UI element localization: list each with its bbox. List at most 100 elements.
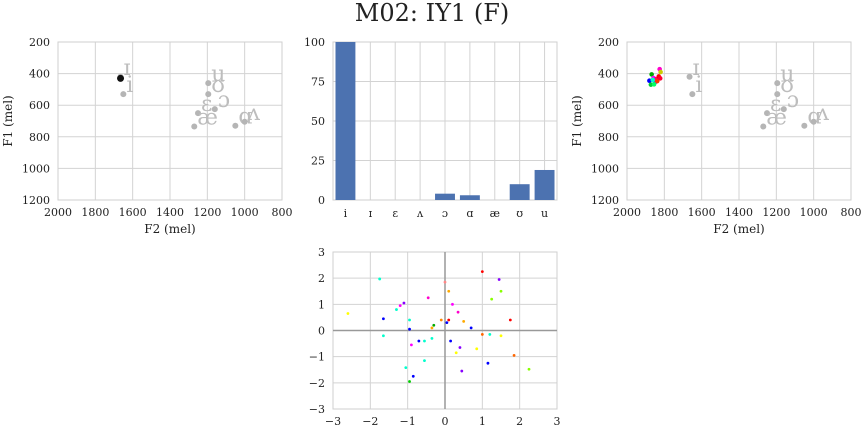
- x-tick-label: 0: [442, 415, 449, 428]
- x-tick-label: −2: [362, 415, 378, 428]
- vowel-reference-point: [205, 80, 212, 87]
- y-tick-label: 200: [598, 36, 619, 49]
- data-point: [490, 297, 494, 301]
- vowel-reference-point: [211, 106, 218, 113]
- x-tick-label: 2: [516, 415, 523, 428]
- data-point: [456, 310, 460, 314]
- data-point: [469, 326, 473, 330]
- vowel-label: ʌ: [816, 101, 830, 126]
- bar: [435, 193, 455, 200]
- x-tick-label: 1: [479, 415, 486, 428]
- y-tick-label: 800: [29, 131, 50, 144]
- data-point: [488, 333, 492, 336]
- x-tick-label: 2000: [44, 206, 72, 219]
- vowel-reference-point: [686, 73, 693, 80]
- token-point: [651, 82, 657, 87]
- y-tick-label: 1000: [591, 162, 619, 175]
- y-tick-label: 200: [29, 36, 50, 49]
- data-point: [445, 321, 449, 325]
- y-tick-label: 600: [598, 99, 619, 112]
- category-label: ɪ: [369, 207, 373, 220]
- vowel-label: æ: [197, 106, 218, 131]
- vowel-reference-point: [232, 122, 239, 129]
- data-point: [382, 334, 385, 338]
- figure-title: M02: IY1 (F): [355, 0, 509, 27]
- category-label: u: [541, 207, 548, 220]
- x-tick-label: 1800: [650, 206, 678, 219]
- data-point: [382, 317, 385, 321]
- x-tick-label: 800: [272, 206, 293, 219]
- y-tick-label: 400: [598, 68, 619, 81]
- vowel-label: i: [126, 73, 133, 98]
- x-tick-label: 3: [554, 415, 561, 428]
- data-point: [462, 319, 466, 323]
- data-point: [527, 367, 531, 371]
- y-tick-label: 1000: [22, 162, 50, 175]
- vowel-reference-point: [801, 122, 808, 129]
- data-point: [454, 351, 458, 355]
- vowel-label: ɔ: [787, 88, 799, 113]
- data-point: [486, 361, 490, 365]
- centered-scatter-plot: −3 −2 −1 0 1 2 3 −3 −2 −1 0 1 2 3: [309, 246, 561, 428]
- bar: [509, 184, 530, 200]
- token-point: [649, 72, 654, 77]
- x-tick-label: 1600: [119, 206, 147, 219]
- category-label: ɔ: [442, 207, 448, 220]
- y-tick-label: 2: [318, 272, 325, 285]
- data-point: [402, 301, 406, 305]
- vowel-label: ɑ: [238, 105, 252, 130]
- x-tick-label: 1200: [762, 206, 790, 219]
- vowel-label: æ: [766, 106, 787, 131]
- data-point: [439, 318, 443, 322]
- y-tick-label: 1200: [22, 194, 50, 207]
- vowel-label: ɔ: [218, 88, 230, 113]
- data-point: [432, 323, 436, 327]
- y-tick-label: −3: [309, 403, 325, 416]
- x-tick-label: 1000: [800, 206, 828, 219]
- data-point: [426, 296, 430, 300]
- vowel-reference-point: [689, 91, 696, 98]
- data-point: [512, 353, 516, 357]
- y-axis-label: F1 (mel): [570, 95, 584, 146]
- y-tick-label: 3: [318, 246, 325, 259]
- x-tick-label: 1000: [231, 206, 259, 219]
- data-point: [475, 347, 479, 351]
- vowel-reference-point: [195, 110, 201, 117]
- data-point: [497, 278, 501, 281]
- x-axis-label: F2 (mel): [713, 222, 764, 236]
- y-tick-label: 1200: [591, 194, 619, 207]
- data-point: [410, 343, 413, 347]
- data-point: [423, 359, 426, 362]
- category-label: ʌ: [416, 207, 424, 220]
- vowel-label: i: [695, 73, 702, 98]
- data-point: [404, 366, 408, 370]
- x-tick-label: 2000: [613, 206, 641, 219]
- data-point: [423, 339, 426, 343]
- data-point: [378, 277, 382, 281]
- token-point: [117, 74, 125, 82]
- y-axis-label: F1 (mel): [1, 95, 15, 146]
- token-point: [650, 77, 656, 83]
- plot-frame: [626, 41, 852, 201]
- data-point: [395, 308, 398, 311]
- data-point: [499, 289, 503, 293]
- data-point: [430, 326, 434, 330]
- y-tick-label: 400: [29, 68, 50, 81]
- category-label: ɑ: [466, 207, 473, 220]
- data-point: [346, 312, 350, 315]
- data-point: [443, 280, 447, 284]
- token-point: [658, 69, 663, 75]
- y-tick-label: 75: [311, 76, 325, 89]
- vowel-label: ɑ: [807, 105, 821, 130]
- x-tick-label: 1400: [725, 206, 753, 219]
- data-point: [508, 318, 512, 322]
- vowel-reference-point: [780, 106, 787, 113]
- category-label: i: [344, 207, 348, 220]
- y-tick-label: 50: [311, 115, 325, 128]
- y-tick-label: 25: [311, 155, 325, 168]
- category-label: ʊ: [516, 207, 523, 220]
- data-point: [430, 336, 434, 340]
